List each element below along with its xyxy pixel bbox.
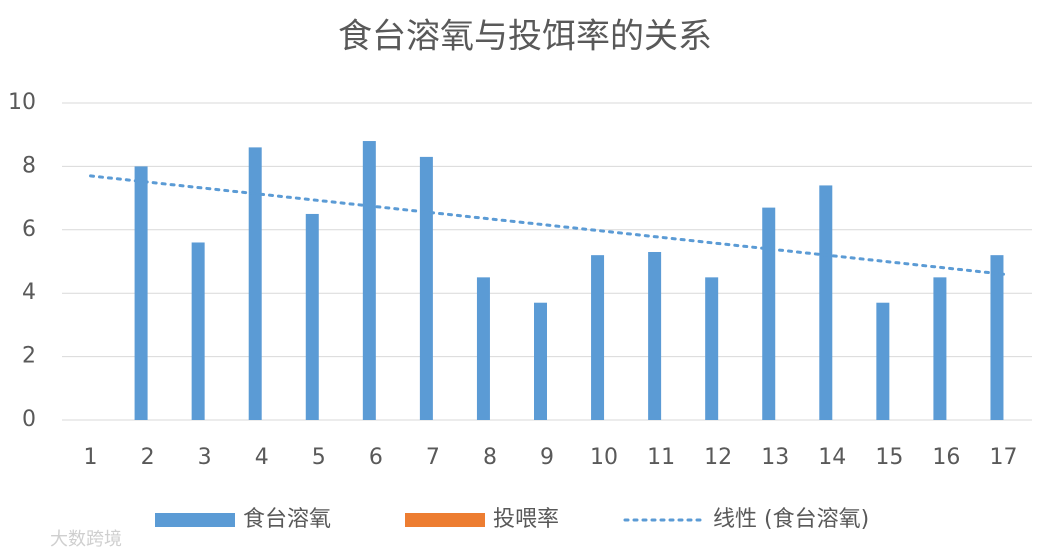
bar xyxy=(819,185,833,420)
x-tick-label: 3 xyxy=(198,445,212,470)
bar xyxy=(933,277,947,420)
x-tick-label: 10 xyxy=(590,445,618,470)
x-tick-label: 9 xyxy=(540,445,554,470)
legend-label: 线性 (食台溶氧) xyxy=(713,507,869,532)
x-tick-label: 15 xyxy=(875,445,903,470)
chart-title: 食台溶氧与投饵率的关系 xyxy=(338,17,712,57)
y-tick-label: 8 xyxy=(22,153,36,178)
x-tick-label: 13 xyxy=(761,445,789,470)
x-tick-label: 16 xyxy=(932,445,960,470)
bar xyxy=(648,251,662,420)
bar xyxy=(476,277,490,420)
trendline xyxy=(89,174,1005,276)
y-tick-label: 10 xyxy=(8,90,36,115)
x-tick-label: 12 xyxy=(704,445,732,470)
bar xyxy=(362,141,376,421)
legend-swatch xyxy=(155,513,235,527)
x-tick-label: 14 xyxy=(818,445,846,470)
bar xyxy=(990,255,1004,420)
x-tick-label: 8 xyxy=(483,445,497,470)
legend-swatch xyxy=(405,513,485,527)
bar xyxy=(876,302,890,420)
bar xyxy=(705,277,719,420)
bar xyxy=(191,242,205,420)
legend-label: 投喂率 xyxy=(493,507,559,532)
bar xyxy=(591,255,605,420)
bar xyxy=(534,302,547,420)
x-tick-label: 11 xyxy=(647,445,675,470)
bar xyxy=(305,213,319,420)
y-tick-label: 2 xyxy=(22,344,36,369)
x-tick-label: 17 xyxy=(989,445,1017,470)
y-tick-label: 6 xyxy=(22,217,36,242)
watermark: 大数跨境 xyxy=(50,529,122,550)
bar xyxy=(134,166,148,420)
bar xyxy=(762,207,776,420)
y-tick-label: 4 xyxy=(22,280,36,305)
x-tick-label: 6 xyxy=(369,445,383,470)
bar xyxy=(419,156,433,420)
x-tick-label: 7 xyxy=(426,445,440,470)
legend-label: 食台溶氧 xyxy=(243,507,331,532)
x-tick-label: 1 xyxy=(84,445,98,470)
x-tick-label: 2 xyxy=(141,445,155,470)
y-tick-label: 0 xyxy=(22,407,36,432)
bar xyxy=(248,147,262,420)
x-tick-label: 5 xyxy=(312,445,326,470)
x-tick-label: 4 xyxy=(255,445,269,470)
